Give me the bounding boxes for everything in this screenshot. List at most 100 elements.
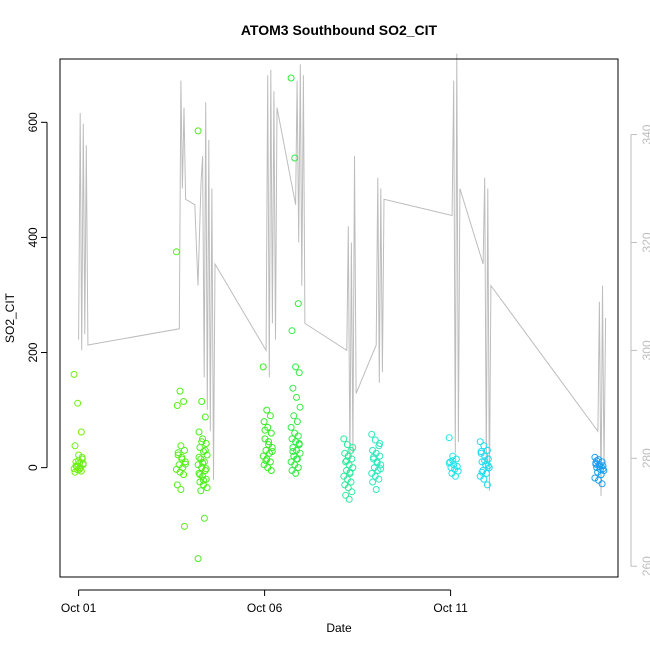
data-point [294,464,302,472]
data-point [181,458,189,466]
y-axis-label: SO2_CIT [3,292,17,343]
data-point [198,398,206,405]
data-point [268,448,276,455]
data-point [292,363,300,371]
point-cluster [287,74,304,477]
data-point [598,480,606,488]
data-point [343,441,351,449]
data-point [291,154,299,162]
y2-tick-label: 280 [640,448,650,468]
data-point [261,426,269,434]
data-point [369,478,377,486]
data-point [173,481,181,489]
plot-frame [59,58,619,578]
y2-tick-label: 340 [640,124,650,144]
data-point [484,462,492,470]
data-point [181,460,189,468]
data-point [263,406,271,414]
data-point [377,461,385,469]
data-point [347,478,355,486]
data-point [266,458,274,466]
data-point [478,468,486,476]
right-axis-series-line [78,53,607,497]
right-axis-line-layer [78,53,607,497]
y-tick-label: 0 [26,464,40,471]
y2-tick-label: 320 [640,232,650,252]
data-point [267,467,275,474]
data-point [445,434,453,442]
x-tick-label: Oct 06 [247,601,283,615]
y-tick-label: 400 [26,227,40,247]
data-point [198,438,206,446]
data-point [340,435,348,443]
data-point [293,455,300,463]
data-point [265,438,273,446]
data-point [449,457,457,465]
data-point [288,327,296,335]
data-point [199,435,207,443]
y2-tick-label: 260 [640,556,650,576]
y2-tick-label: 300 [640,340,650,360]
points-layer [70,74,608,563]
data-point [296,449,304,457]
data-point [376,452,384,460]
data-point [180,398,188,405]
data-point [200,458,208,466]
y-tick-label: 600 [26,112,40,132]
data-point [452,455,460,463]
data-point [172,248,180,256]
x-tick-label: Oct 11 [433,601,468,615]
data-point [370,453,377,461]
data-point [181,446,188,454]
data-point [483,481,491,489]
data-point [71,442,79,450]
data-point [294,300,302,308]
data-point [196,471,204,479]
data-point [287,423,295,431]
data-point [371,436,379,444]
x-tick-label: Oct 01 [61,601,97,615]
x-axis: Oct 01 Oct 06 Oct 11 [61,589,468,615]
point-cluster [445,434,462,480]
data-point [292,469,300,477]
data-point [348,488,356,496]
data-point [343,457,350,465]
data-point [295,440,303,447]
data-point [591,474,599,482]
data-point [344,484,352,492]
data-point [481,457,489,465]
data-point [480,475,488,483]
data-point [74,399,82,407]
data-point [200,476,207,484]
data-point [595,476,602,484]
data-point [289,384,297,392]
data-point [176,468,184,476]
data-point [181,522,188,530]
point-cluster [368,430,385,493]
data-point [70,370,78,378]
data-point [77,467,85,475]
data-point [197,487,205,495]
data-point [595,463,603,470]
data-point [200,448,207,455]
data-point [262,457,270,465]
data-point [349,444,357,451]
data-point [368,430,376,438]
data-point [289,448,297,455]
data-point [79,460,87,468]
data-point [480,442,488,450]
data-point [195,453,203,461]
data-point [599,465,607,473]
point-cluster [591,453,608,488]
data-point [376,440,384,447]
data-point [346,468,354,476]
point-cluster [259,363,276,474]
data-point [260,418,268,426]
data-point [201,446,209,454]
data-point [77,428,85,436]
data-point [345,495,353,503]
data-point [296,403,304,411]
data-point [199,459,207,467]
